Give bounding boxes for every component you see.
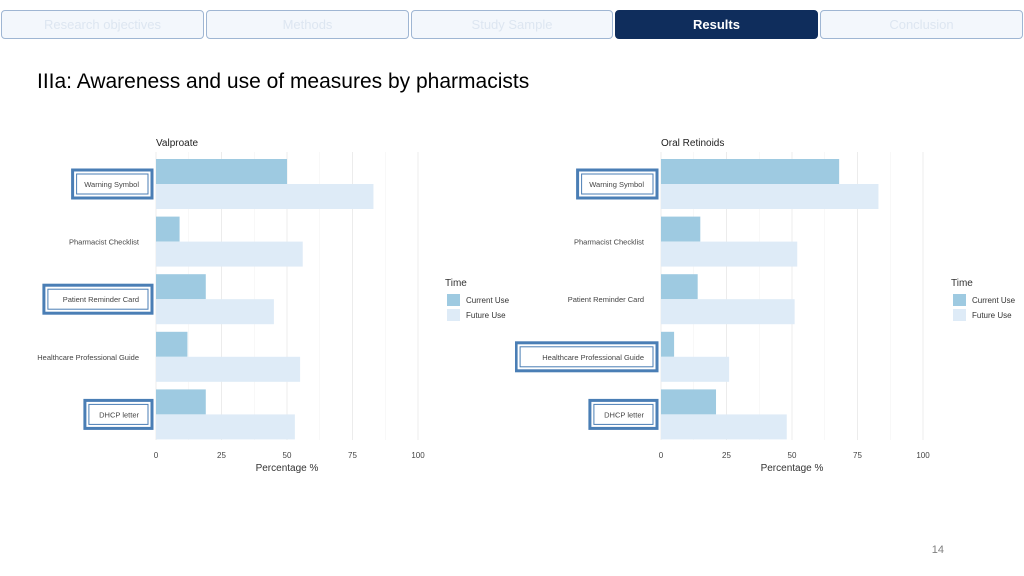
category-label-warning-symbol: Warning Symbol (84, 180, 139, 189)
bar-future-use-healthcare-professional-guide (156, 356, 301, 382)
highlight-box-outer (71, 168, 154, 200)
legend-label-current-use: Current Use (466, 296, 510, 305)
page-title: IIIa: Awareness and use of measures by p… (37, 70, 530, 93)
x-tick-label: 100 (411, 451, 425, 460)
bar-future-use-pharmacist-checklist (156, 241, 303, 267)
x-tick-label: 100 (916, 451, 930, 460)
bar-future-use-pharmacist-checklist (661, 241, 798, 267)
x-tick-label: 25 (722, 451, 731, 460)
bar-current-use-healthcare-professional-guide (661, 331, 675, 357)
bar-future-use-patient-reminder-card (661, 299, 795, 325)
page-number: 14 (931, 544, 944, 556)
bar-future-use-dhcp-letter (156, 414, 295, 440)
legend-label-future-use: Future Use (466, 311, 506, 320)
bar-current-use-warning-symbol (156, 159, 287, 184)
legend-label-current-use: Current Use (972, 296, 1016, 305)
x-tick-label: 75 (348, 451, 357, 460)
bar-current-use-patient-reminder-card (156, 274, 206, 300)
tab-research-objectives[interactable]: Research objectives (1, 10, 204, 39)
highlight-box-inner (76, 173, 149, 195)
bar-current-use-warning-symbol (661, 159, 840, 184)
section-nav: Research objectives Methods Study Sample… (0, 10, 1024, 40)
category-label-patient-reminder-card: Patient Reminder Card (568, 295, 644, 304)
bar-future-use-warning-symbol (156, 184, 374, 209)
category-label-patient-reminder-card: Patient Reminder Card (63, 295, 139, 304)
bar-future-use-dhcp-letter (661, 414, 787, 440)
highlight-box-inner (581, 173, 654, 195)
highlight-box-inner (47, 288, 149, 310)
bar-current-use-dhcp-letter (661, 389, 717, 415)
category-label-pharmacist-checklist: Pharmacist Checklist (574, 238, 645, 247)
x-tick-label: 25 (217, 451, 226, 460)
x-tick-label: 0 (659, 451, 664, 460)
category-label-healthcare-professional-guide: Healthcare Professional Guide (542, 353, 644, 362)
legend-label-future-use: Future Use (972, 311, 1012, 320)
highlight-box-inner (593, 403, 654, 425)
bar-future-use-warning-symbol (661, 184, 879, 209)
highlight-box-outer (576, 168, 659, 200)
highlight-box-inner (519, 346, 654, 368)
oral-retinoids-chart: Oral Retinoids 0 25 50 75 100 Warning Symbol Ph… (515, 138, 1016, 474)
bar-future-use-healthcare-professional-guide (661, 356, 730, 382)
legend-title: Time (445, 278, 467, 289)
x-tick-label: 75 (853, 451, 862, 460)
bar-future-use-patient-reminder-card (156, 299, 274, 325)
valproate-chart: Valproate 0 25 50 75 100 Warning Symbol Pharmac… (37, 138, 510, 474)
category-label-warning-symbol: Warning Symbol (589, 180, 644, 189)
x-tick-label: 50 (283, 451, 292, 460)
bar-current-use-healthcare-professional-guide (156, 331, 188, 357)
tab-study-sample[interactable]: Study Sample (411, 10, 613, 39)
highlight-box-outer (515, 341, 659, 373)
bar-current-use-dhcp-letter (156, 389, 206, 415)
chart-title: Oral Retinoids (661, 138, 724, 149)
legend-swatch-future-use (447, 309, 460, 321)
highlight-box-inner (88, 403, 149, 425)
tab-conclusion[interactable]: Conclusion (820, 10, 1023, 39)
bar-current-use-patient-reminder-card (661, 274, 698, 300)
highlight-box-outer (588, 398, 659, 430)
legend-title: Time (951, 278, 973, 289)
category-label-dhcp-letter: DHCP letter (99, 410, 139, 419)
category-label-pharmacist-checklist: Pharmacist Checklist (69, 238, 140, 247)
category-label-healthcare-professional-guide: Healthcare Professional Guide (37, 353, 139, 362)
legend-swatch-future-use (953, 309, 966, 321)
x-axis-label: Percentage % (256, 463, 319, 474)
highlight-box-outer (42, 283, 154, 315)
x-tick-label: 0 (154, 451, 159, 460)
bar-current-use-pharmacist-checklist (661, 216, 701, 242)
highlight-box-outer (83, 398, 154, 430)
tab-methods[interactable]: Methods (206, 10, 409, 39)
x-tick-label: 50 (788, 451, 797, 460)
legend-swatch-current-use (953, 294, 966, 306)
legend-swatch-current-use (447, 294, 460, 306)
chart-title: Valproate (156, 138, 199, 149)
category-label-dhcp-letter: DHCP letter (604, 410, 644, 419)
bar-current-use-pharmacist-checklist (156, 216, 180, 242)
x-axis-label: Percentage % (761, 463, 824, 474)
tab-results[interactable]: Results (615, 10, 818, 39)
